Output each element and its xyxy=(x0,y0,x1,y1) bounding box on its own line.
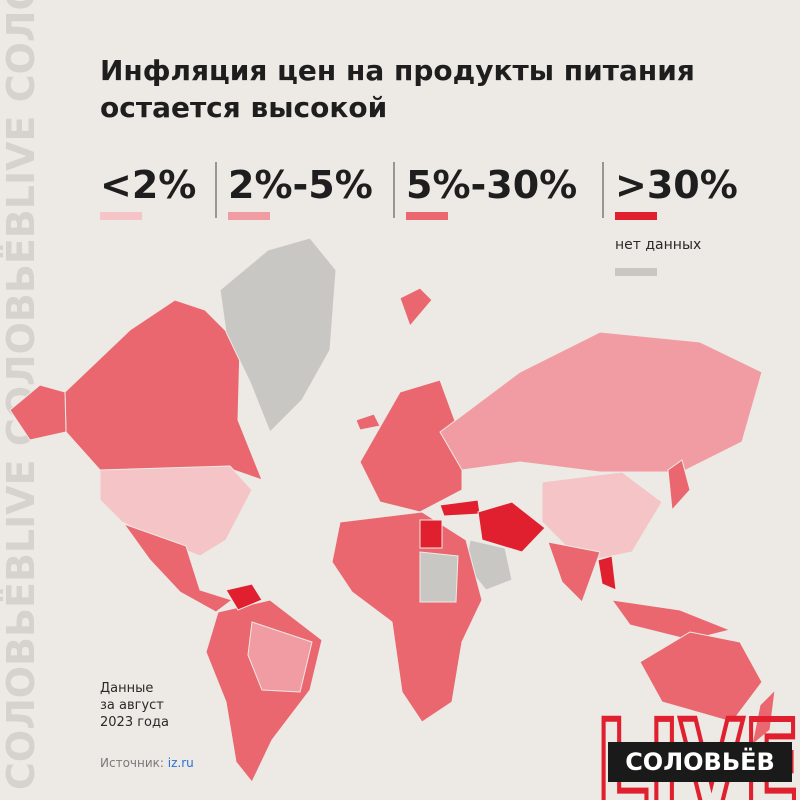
logo-box xyxy=(608,742,792,782)
india xyxy=(547,541,601,603)
china xyxy=(541,471,663,563)
alaska xyxy=(9,384,67,441)
legend-swatch xyxy=(615,212,657,220)
canada xyxy=(64,299,263,481)
source-link[interactable]: iz.ru xyxy=(168,756,194,770)
europe xyxy=(359,379,463,513)
world-map xyxy=(9,237,776,783)
legend-swatch xyxy=(406,212,448,220)
title-line: Инфляция цен на продукты питания xyxy=(100,54,695,87)
greenland xyxy=(219,237,337,433)
venezuela xyxy=(225,583,263,611)
africa xyxy=(331,511,483,723)
note-line: 2023 года xyxy=(100,715,169,730)
egypt xyxy=(419,519,443,549)
mexico-central-america xyxy=(122,522,234,613)
iceland xyxy=(355,413,381,431)
usa xyxy=(99,465,253,557)
note-line: Данные xyxy=(100,681,153,696)
japan xyxy=(667,459,691,512)
logo-text: СОЛОВЬЁВ xyxy=(625,747,775,776)
source: Источник: iz.ru xyxy=(100,756,194,770)
note-line: за август xyxy=(100,698,164,713)
new-zealand xyxy=(751,688,776,747)
title-line: остается высокой xyxy=(100,91,387,124)
laos xyxy=(597,555,617,591)
southeast-asia xyxy=(610,599,732,641)
iran-pakistan xyxy=(477,501,546,553)
no-data-swatch xyxy=(615,268,657,276)
no-data-label: нет данных xyxy=(615,237,701,253)
australia xyxy=(639,631,763,723)
source-label: Источник: xyxy=(100,756,164,770)
legend-label: <2% xyxy=(100,163,196,207)
central-africa xyxy=(419,551,459,603)
legend-swatch xyxy=(228,212,270,220)
legend-label: >30% xyxy=(615,163,738,207)
russia xyxy=(439,331,763,473)
svalbard xyxy=(399,287,433,327)
legend-label: 5%-30% xyxy=(406,163,577,207)
turkey xyxy=(439,499,481,517)
legend: <2% 2%-5% 5%-30% >30% xyxy=(100,163,738,220)
brazil xyxy=(247,621,313,693)
legend-label: 2%-5% xyxy=(228,163,373,207)
legend-swatch xyxy=(100,212,142,220)
